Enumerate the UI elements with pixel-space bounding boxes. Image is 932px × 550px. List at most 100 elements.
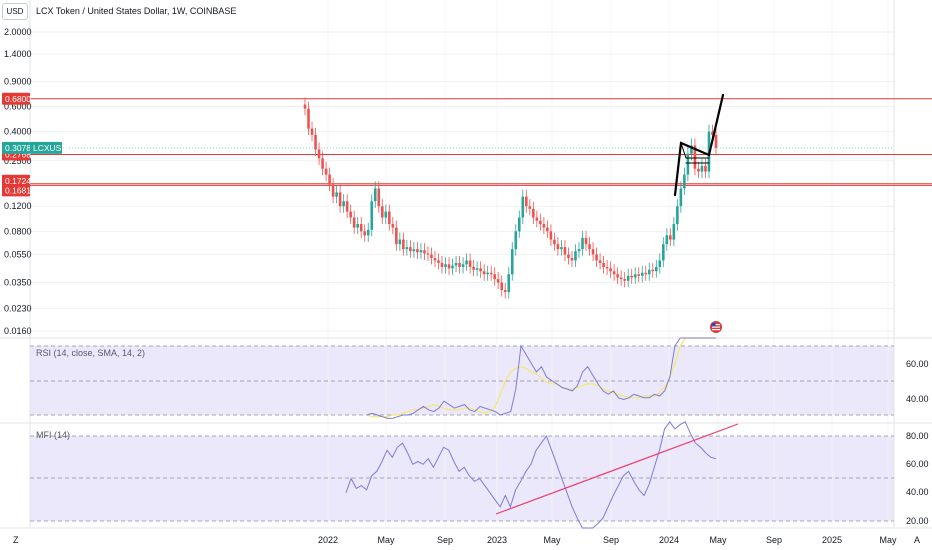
candle-body bbox=[542, 224, 546, 228]
price-tick-label: 1.4000 bbox=[4, 49, 32, 59]
mfi-trend-line bbox=[495, 423, 739, 515]
candle-body bbox=[700, 165, 704, 172]
candle-body bbox=[521, 196, 525, 218]
candle-body bbox=[637, 274, 641, 276]
candle-body bbox=[356, 224, 359, 228]
candle-body bbox=[486, 272, 489, 275]
current-price-tag-bg bbox=[2, 141, 30, 154]
candle-body bbox=[644, 272, 648, 275]
candle-body bbox=[612, 271, 616, 275]
candle-body bbox=[676, 206, 679, 225]
candle-body bbox=[472, 266, 475, 270]
candle-body bbox=[395, 227, 398, 245]
grid bbox=[30, 0, 894, 528]
candle-body bbox=[539, 220, 542, 225]
candle-body bbox=[345, 201, 349, 212]
mfi-axis: 80.00 60.00 40.00 20.00 bbox=[906, 431, 929, 526]
price-tick-label: 0.6000 bbox=[4, 102, 32, 112]
candle-body bbox=[598, 260, 602, 263]
candle-body bbox=[440, 262, 444, 267]
candle-body bbox=[426, 253, 430, 255]
candle-body bbox=[563, 247, 567, 255]
candle-body bbox=[447, 264, 451, 269]
time-tick-label: May bbox=[377, 535, 395, 545]
candle-body bbox=[690, 145, 693, 154]
candle-body bbox=[679, 188, 683, 207]
candle-body bbox=[553, 239, 556, 245]
time-tick-label: Sep bbox=[437, 535, 453, 545]
candle-body bbox=[630, 275, 633, 278]
candle-body bbox=[633, 274, 637, 278]
candle-body bbox=[388, 211, 391, 225]
candle-body bbox=[419, 250, 423, 253]
candle-body bbox=[461, 264, 465, 267]
candle-body bbox=[507, 274, 511, 293]
candle-body bbox=[342, 201, 345, 207]
price-axis[interactable]: 2.0000 1.4000 0.9000 0.6000 0.4000 0.2500 0.12… bbox=[4, 27, 32, 336]
mfi-tick-label: 20.00 bbox=[906, 516, 929, 526]
time-tick-label: 2024 bbox=[659, 535, 679, 545]
candle-body bbox=[574, 251, 577, 261]
time-tick-label: 2022 bbox=[318, 535, 338, 545]
candle-body bbox=[412, 249, 416, 252]
candle-body bbox=[352, 217, 356, 228]
candle-body bbox=[510, 249, 514, 275]
candle-body bbox=[475, 268, 479, 270]
time-tick-label: Sep bbox=[603, 535, 619, 545]
us-flag-icon[interactable] bbox=[710, 321, 722, 333]
candle-body bbox=[591, 249, 595, 255]
mfi-tick-label: 60.00 bbox=[906, 459, 929, 469]
candle-body bbox=[493, 274, 496, 280]
candle-body bbox=[500, 282, 504, 291]
candle-body bbox=[437, 260, 440, 263]
candle-body bbox=[433, 258, 437, 261]
candle-body bbox=[366, 229, 370, 236]
corner-right-label[interactable]: A bbox=[914, 535, 920, 545]
candle-body bbox=[335, 192, 338, 197]
time-axis[interactable]: 2022 May Sep 2023 May Sep 2024 May Sep 2025 May bbox=[318, 535, 897, 545]
mfi-line bbox=[345, 420, 717, 529]
level-tag: 0.1724 bbox=[5, 176, 31, 186]
candle-body bbox=[423, 250, 426, 254]
candle-body bbox=[458, 262, 461, 267]
candle-body bbox=[584, 237, 588, 245]
time-tick-label: May bbox=[709, 535, 727, 545]
level-tag-bg bbox=[2, 174, 30, 187]
candle-body bbox=[556, 244, 560, 250]
rsi-band bbox=[30, 346, 894, 415]
candle-body bbox=[468, 260, 472, 267]
candle-body bbox=[669, 235, 672, 240]
level-tag: 0.1681 bbox=[5, 185, 31, 195]
candle-body bbox=[303, 104, 307, 109]
rsi-tick-label: 60.00 bbox=[906, 359, 929, 369]
time-tick-label: 2023 bbox=[487, 535, 507, 545]
candle-body bbox=[451, 265, 454, 269]
candle-body bbox=[626, 275, 630, 281]
candle-body bbox=[377, 188, 381, 207]
indicator-band-lines bbox=[30, 345, 894, 522]
candle-body bbox=[398, 239, 402, 245]
candle-body bbox=[532, 208, 535, 218]
candle-body bbox=[546, 227, 549, 232]
candle-body bbox=[711, 131, 714, 135]
candle-body bbox=[349, 211, 352, 218]
candle-body bbox=[581, 237, 584, 250]
candle-body bbox=[662, 244, 665, 261]
chart-title: LCX Token / United States Dollar, 1W, CO… bbox=[36, 6, 236, 16]
candle-body bbox=[314, 134, 317, 150]
currency-button[interactable]: USD bbox=[2, 3, 28, 20]
candle-body bbox=[363, 231, 367, 236]
mfi-tick-label: 40.00 bbox=[906, 487, 929, 497]
candle-body bbox=[489, 272, 493, 275]
candle-body bbox=[567, 254, 570, 259]
candle-body bbox=[602, 262, 605, 267]
rsi-label: RSI (14, close, SMA, 14, 2) bbox=[36, 348, 145, 358]
rsi-line bbox=[366, 337, 716, 419]
rsi-tick-label: 40.00 bbox=[906, 394, 929, 404]
candle-body bbox=[370, 201, 374, 230]
corner-left-label[interactable]: Z bbox=[13, 535, 19, 545]
price-tick-label: 0.0230 bbox=[4, 304, 32, 314]
mfi-band bbox=[30, 436, 894, 521]
